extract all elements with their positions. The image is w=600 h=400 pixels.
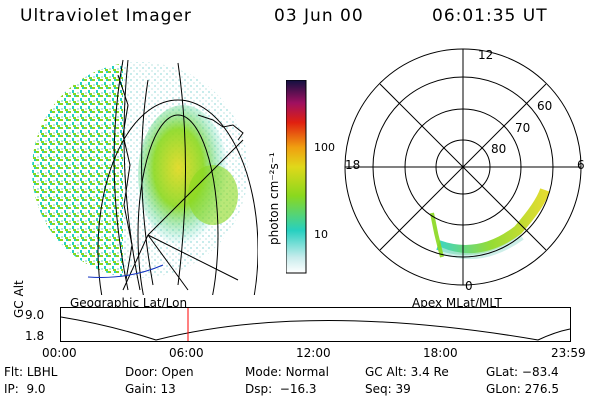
apex-panel-label: Apex MLat/MLT bbox=[412, 296, 502, 310]
info-door: Door: Open bbox=[125, 365, 194, 379]
timeline-tick-0600: 06:00 bbox=[169, 346, 204, 360]
colorbar-tick-10: 10 bbox=[314, 228, 328, 241]
altitude-ytick-max: 9.0 bbox=[25, 308, 45, 322]
info-glon: GLon: 276.5 bbox=[486, 382, 559, 396]
mlt-label-0: 0 bbox=[465, 279, 473, 293]
mlt-label-18: 18 bbox=[345, 158, 361, 172]
mlat-label-80: 80 bbox=[491, 142, 507, 156]
timeline-tick-0000: 00:00 bbox=[42, 346, 77, 360]
info-dsp: Dsp: −16.3 bbox=[245, 382, 317, 396]
polar-mlat-mlt-plot bbox=[344, 48, 582, 286]
colorbar-unit-label: photon cm⁻²s⁻¹ bbox=[267, 152, 281, 245]
altitude-timeline-plot bbox=[60, 307, 571, 342]
mlat-label-60: 60 bbox=[537, 99, 553, 113]
altitude-ytick-min: 1.8 bbox=[25, 329, 45, 343]
timeline-tick-1200: 12:00 bbox=[296, 346, 331, 360]
geographic-panel-label: Geographic Lat/Lon bbox=[70, 296, 188, 310]
info-seq: Seq: 39 bbox=[365, 382, 411, 396]
info-glat: GLat: −83.4 bbox=[486, 365, 559, 379]
time-readout: 06:01:35 UT bbox=[432, 6, 548, 26]
intensity-colorbar bbox=[286, 80, 307, 274]
mlt-label-12: 12 bbox=[478, 48, 494, 62]
app-title: Ultraviolet Imager bbox=[20, 6, 192, 26]
date-readout: 03 Jun 00 bbox=[274, 6, 364, 26]
info-gain: Gain: 13 bbox=[125, 382, 176, 396]
mlt-label-6: 6 bbox=[577, 158, 585, 172]
info-ip: IP: 9.0 bbox=[4, 382, 46, 396]
info-mode: Mode: Normal bbox=[245, 365, 329, 379]
info-flt: Flt: LBHL bbox=[4, 365, 58, 379]
geographic-image-panel bbox=[32, 59, 258, 295]
timeline-tick-1800: 18:00 bbox=[423, 346, 458, 360]
mlat-label-70: 70 bbox=[515, 121, 531, 135]
colorbar-tick-100: 100 bbox=[314, 141, 335, 154]
info-gc-alt: GC Alt: 3.4 Re bbox=[365, 365, 449, 379]
timeline-tick-2359: 23:59 bbox=[551, 346, 586, 360]
altitude-axis-label: GC Alt bbox=[12, 280, 26, 318]
